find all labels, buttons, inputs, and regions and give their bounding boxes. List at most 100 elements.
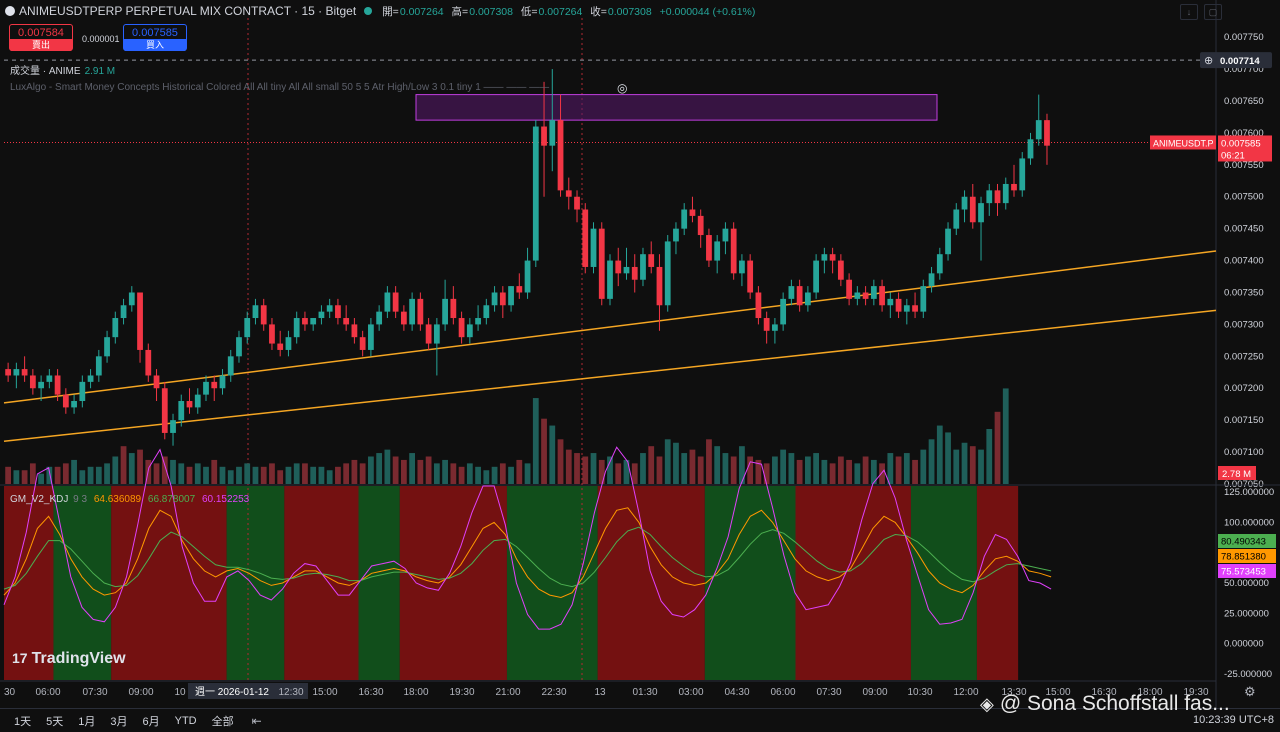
candle-body[interactable] <box>969 196 976 223</box>
candle-body[interactable] <box>21 369 28 376</box>
candle-body[interactable] <box>722 228 729 242</box>
candle-body[interactable] <box>706 235 712 261</box>
candle-body[interactable] <box>541 126 547 146</box>
candle-body[interactable] <box>574 196 580 210</box>
candle-body[interactable] <box>46 375 53 382</box>
candle-body[interactable] <box>821 254 828 261</box>
candle-body[interactable] <box>829 254 836 261</box>
candle-body[interactable] <box>813 260 820 293</box>
candle-body[interactable] <box>549 120 556 146</box>
candle-body[interactable] <box>796 286 803 306</box>
candle-body[interactable] <box>772 324 778 331</box>
candle-body[interactable] <box>920 286 927 312</box>
candle-body[interactable] <box>846 279 852 299</box>
candle-body[interactable] <box>13 369 20 376</box>
hide-eye-icon[interactable]: ◎ <box>617 81 627 95</box>
range-all-button[interactable]: 全部 <box>211 715 234 728</box>
candle-body[interactable] <box>318 311 325 319</box>
candle-body[interactable] <box>269 324 275 344</box>
candle-body[interactable] <box>714 241 721 261</box>
add-alert-icon[interactable]: ⊕ <box>1204 55 1213 67</box>
candle-body[interactable] <box>310 318 317 325</box>
candle-body[interactable] <box>343 318 350 325</box>
candle-body[interactable] <box>887 298 894 306</box>
candle-body[interactable] <box>475 318 481 325</box>
sell-button[interactable]: 0.007584 賣出 <box>9 24 73 51</box>
candle-body[interactable] <box>739 260 745 274</box>
range-1m-button[interactable]: 1月 <box>78 715 96 728</box>
kdj-legend[interactable]: GM_V2_KDJ 9 3 64.636089 66.878007 60.152… <box>10 494 249 505</box>
candle-body[interactable] <box>903 305 910 312</box>
candle-body[interactable] <box>285 337 292 350</box>
candle-body[interactable] <box>153 375 160 389</box>
candle-body[interactable] <box>780 298 787 325</box>
candle-body[interactable] <box>384 292 391 312</box>
candle-body[interactable] <box>170 420 176 433</box>
candle-body[interactable] <box>607 260 613 299</box>
candle-body[interactable] <box>565 190 572 197</box>
candle-body[interactable] <box>697 215 704 236</box>
candle-body[interactable] <box>483 305 490 319</box>
candle-body[interactable] <box>252 305 259 319</box>
candle-body[interactable] <box>1044 120 1050 146</box>
candle-body[interactable] <box>38 381 44 389</box>
candle-body[interactable] <box>1011 183 1017 191</box>
candle-body[interactable] <box>79 381 86 402</box>
candle-body[interactable] <box>120 305 127 319</box>
candle-body[interactable] <box>978 203 984 223</box>
candle-body[interactable] <box>277 343 284 350</box>
candle-body[interactable] <box>29 375 36 389</box>
candle-body[interactable] <box>87 375 94 382</box>
date-range-icon[interactable]: ⇤ <box>251 713 262 728</box>
candle-body[interactable] <box>664 241 671 306</box>
candle-body[interactable] <box>104 337 110 357</box>
candle-body[interactable] <box>953 209 960 229</box>
candle-body[interactable] <box>623 266 630 274</box>
candle-body[interactable] <box>466 324 473 338</box>
candle-body[interactable] <box>137 292 143 350</box>
candle-body[interactable] <box>326 305 333 312</box>
candle-body[interactable] <box>128 292 135 306</box>
candle-body[interactable] <box>656 266 663 306</box>
candle-body[interactable] <box>293 318 300 338</box>
candle-body[interactable] <box>62 394 69 408</box>
candle-body[interactable] <box>376 311 383 325</box>
candle-body[interactable] <box>194 394 201 408</box>
candle-body[interactable] <box>689 209 696 216</box>
range-ytd-button[interactable]: YTD <box>174 714 197 727</box>
candle-body[interactable] <box>994 190 1001 204</box>
candle-body[interactable] <box>508 286 514 306</box>
candle-body[interactable] <box>590 228 597 267</box>
candle-body[interactable] <box>524 260 531 293</box>
candle-body[interactable] <box>986 190 993 204</box>
candle-body[interactable] <box>335 305 341 319</box>
candle-body[interactable] <box>837 260 844 280</box>
candle-body[interactable] <box>351 324 358 338</box>
candle-body[interactable] <box>631 266 638 280</box>
candle-body[interactable] <box>244 318 251 338</box>
smc-zone[interactable] <box>415 94 938 121</box>
candle-body[interactable] <box>945 228 951 255</box>
candle-body[interactable] <box>302 318 308 325</box>
candle-body[interactable] <box>95 356 102 376</box>
candle-body[interactable] <box>961 196 968 210</box>
candle-body[interactable] <box>763 318 770 331</box>
candle-body[interactable] <box>912 305 918 312</box>
candle-body[interactable] <box>598 228 605 299</box>
candle-body[interactable] <box>879 286 885 306</box>
candle-body[interactable] <box>788 286 795 299</box>
candle-body[interactable] <box>417 298 424 325</box>
candle-body[interactable] <box>1035 120 1042 140</box>
candle-body[interactable] <box>450 298 457 319</box>
candle-body[interactable] <box>1002 183 1009 204</box>
download-icon[interactable]: ↓ <box>1180 4 1198 20</box>
range-1d-button[interactable]: 1天 <box>14 715 32 728</box>
candle-body[interactable] <box>442 298 448 325</box>
candle-body[interactable] <box>673 228 679 242</box>
candle-body[interactable] <box>203 381 209 395</box>
candle-body[interactable] <box>747 260 754 293</box>
candle-body[interactable] <box>730 228 737 274</box>
candle-body[interactable] <box>862 292 869 299</box>
candle-body[interactable] <box>409 298 416 325</box>
candle-body[interactable] <box>112 318 119 338</box>
